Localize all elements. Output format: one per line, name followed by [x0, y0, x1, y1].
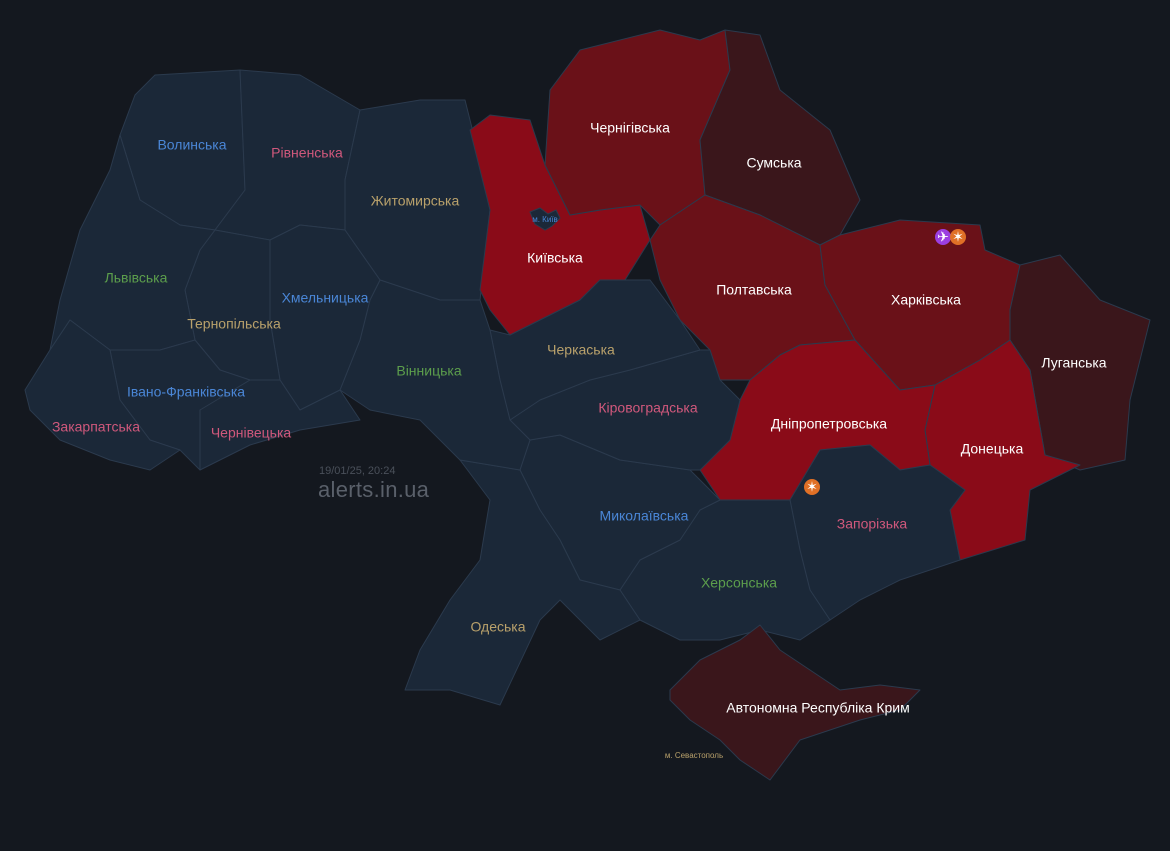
- region-label: Рівненська: [271, 145, 343, 161]
- brand-watermark: alerts.in.ua: [318, 477, 430, 502]
- region-label: Харківська: [891, 292, 961, 308]
- region-label: Закарпатська: [52, 419, 140, 435]
- region-label: Житомирська: [371, 193, 460, 209]
- region-луганська[interactable]: [1009, 254, 1151, 471]
- region-label: Запорізька: [837, 516, 908, 532]
- city-label: м. Севастополь: [665, 751, 723, 760]
- city-kyiv[interactable]: [529, 207, 561, 231]
- region-черкаська[interactable]: [489, 279, 701, 421]
- city-label: м. Київ: [532, 215, 558, 224]
- svg-text:✶: ✶: [952, 229, 964, 245]
- region-label: Одеська: [470, 619, 525, 635]
- region-одеська[interactable]: [404, 459, 641, 706]
- region-label: Чернігівська: [590, 120, 670, 136]
- region-label: Львівська: [105, 270, 168, 286]
- region-label: Донецька: [961, 441, 1024, 457]
- region-label: Волинська: [157, 137, 226, 153]
- region-label: Черкаська: [547, 342, 615, 358]
- region-label: Полтавська: [716, 282, 792, 298]
- timestamp: 19/01/25, 20:24: [319, 465, 396, 477]
- region-label: Київська: [527, 250, 583, 266]
- region-закарпатська[interactable]: [24, 319, 181, 471]
- region-label: Дніпропетровська: [771, 416, 887, 432]
- region-label: Сумська: [746, 155, 801, 171]
- region-label: Вінницька: [396, 363, 461, 379]
- artillery-icon[interactable]: ✶: [804, 479, 820, 495]
- region-запорізька[interactable]: [789, 444, 966, 621]
- drone-icon[interactable]: ✈: [935, 229, 951, 245]
- svg-text:✶: ✶: [806, 479, 818, 495]
- region-автономна-республіка-крим[interactable]: [669, 624, 921, 781]
- svg-text:✈: ✈: [937, 229, 949, 245]
- region-чернівецька[interactable]: [199, 379, 361, 471]
- region-label: Тернопільська: [187, 316, 281, 332]
- region-label: Хмельницька: [282, 290, 369, 306]
- region-label: Миколаївська: [600, 508, 689, 524]
- region-label: Чернівецька: [211, 425, 292, 441]
- artillery-icon[interactable]: ✶: [950, 229, 966, 245]
- region-label: Кіровоградська: [598, 400, 697, 416]
- region-label: Луганська: [1041, 355, 1106, 371]
- region-label: Херсонська: [701, 575, 777, 591]
- region-label: Івано-Франківська: [127, 384, 245, 400]
- region-label: Автономна Республіка Крим: [726, 700, 909, 716]
